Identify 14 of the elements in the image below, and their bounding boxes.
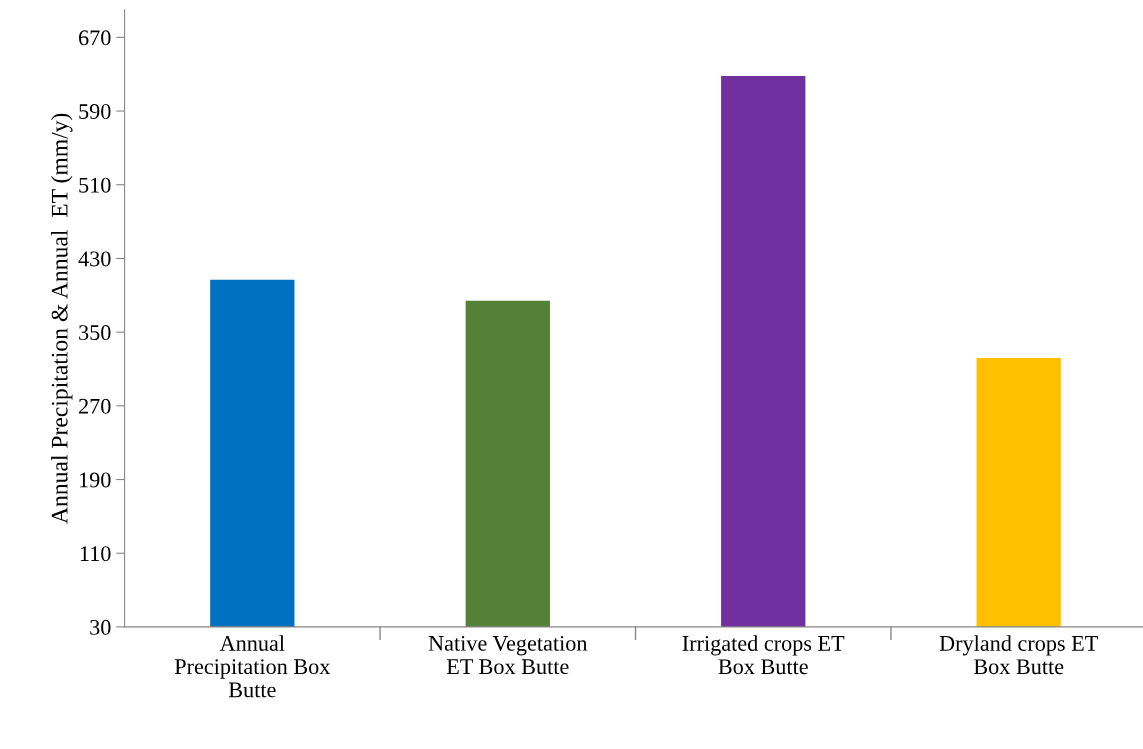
x-tick-label: Native Vegetation ET Box Butte — [428, 635, 588, 675]
y-tick-label: 670 — [79, 30, 111, 46]
y-tick-label: 110 — [80, 546, 111, 562]
y-tick-label: 270 — [79, 398, 111, 414]
y-tick-label: 190 — [80, 472, 111, 488]
y-tick-label: 430 — [78, 251, 111, 267]
y-axis-title: Annual Precipitation & Annual ET (mm/y) — [51, 113, 73, 524]
x-tick-label: Irrigated crops ET Box Butte — [682, 635, 845, 675]
y-tick-label: 510 — [79, 177, 111, 193]
x-tick-label: Annual Precipitation Box Butte — [174, 635, 331, 698]
x-tick-label: Dryland crops ET Box Butte — [939, 635, 1098, 675]
y-tick-label: 590 — [79, 104, 111, 119]
y-tick-label: 30 — [90, 619, 111, 635]
y-tick-label: 350 — [79, 325, 111, 341]
